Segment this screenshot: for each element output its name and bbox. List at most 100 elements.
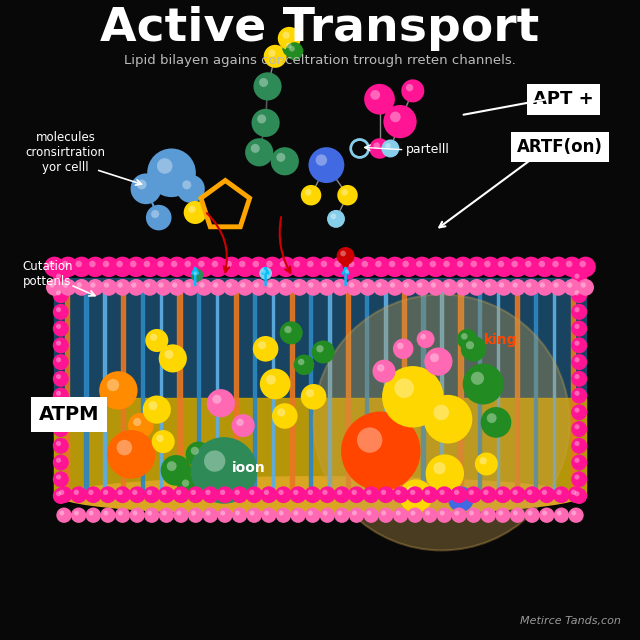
Circle shape	[205, 490, 211, 495]
Circle shape	[279, 511, 284, 515]
Circle shape	[53, 471, 68, 487]
Circle shape	[53, 321, 68, 337]
Circle shape	[335, 282, 340, 288]
Circle shape	[396, 511, 401, 515]
Circle shape	[298, 358, 305, 365]
Circle shape	[378, 508, 394, 523]
Circle shape	[171, 260, 177, 268]
Circle shape	[357, 257, 378, 277]
Circle shape	[417, 330, 435, 348]
Circle shape	[357, 428, 382, 452]
Circle shape	[53, 304, 68, 320]
Circle shape	[575, 307, 579, 312]
Circle shape	[48, 260, 55, 268]
Circle shape	[107, 430, 156, 479]
Circle shape	[425, 490, 430, 495]
Circle shape	[406, 486, 417, 497]
Circle shape	[56, 458, 61, 463]
Circle shape	[410, 490, 415, 495]
Circle shape	[107, 379, 119, 391]
Text: partelll: partelll	[406, 143, 450, 156]
Circle shape	[148, 401, 157, 410]
Circle shape	[114, 486, 131, 503]
Circle shape	[334, 260, 341, 268]
Circle shape	[264, 45, 287, 68]
Circle shape	[251, 144, 260, 153]
Circle shape	[49, 282, 55, 288]
Circle shape	[481, 407, 511, 438]
Circle shape	[572, 438, 587, 454]
Circle shape	[259, 78, 268, 87]
Circle shape	[575, 324, 579, 329]
Circle shape	[572, 454, 587, 470]
Circle shape	[132, 511, 138, 515]
Circle shape	[436, 508, 452, 523]
Circle shape	[334, 508, 349, 523]
Circle shape	[258, 341, 266, 349]
Circle shape	[536, 279, 553, 296]
Circle shape	[266, 375, 276, 385]
Circle shape	[262, 269, 266, 273]
Bar	[309, 285, 312, 496]
Circle shape	[393, 339, 413, 359]
Circle shape	[428, 279, 444, 296]
Circle shape	[53, 337, 68, 353]
Circle shape	[56, 324, 61, 329]
Circle shape	[90, 282, 95, 288]
Polygon shape	[340, 256, 351, 274]
Circle shape	[56, 474, 61, 479]
Circle shape	[184, 260, 191, 268]
Circle shape	[147, 511, 152, 515]
Circle shape	[271, 147, 299, 175]
Circle shape	[534, 257, 555, 277]
Circle shape	[85, 257, 106, 277]
Circle shape	[115, 508, 130, 523]
Circle shape	[572, 511, 576, 515]
Circle shape	[278, 279, 294, 296]
Circle shape	[172, 282, 177, 288]
Circle shape	[330, 257, 351, 277]
Circle shape	[74, 511, 79, 515]
Circle shape	[205, 511, 211, 515]
Circle shape	[420, 334, 426, 340]
Circle shape	[153, 257, 173, 277]
Bar	[65, 285, 69, 496]
Circle shape	[158, 486, 175, 503]
Circle shape	[173, 508, 189, 523]
Circle shape	[88, 490, 93, 495]
Circle shape	[572, 388, 587, 404]
Circle shape	[213, 282, 218, 288]
Circle shape	[369, 138, 390, 159]
Circle shape	[191, 437, 257, 504]
Circle shape	[89, 260, 95, 268]
Circle shape	[498, 490, 503, 495]
Bar	[384, 285, 387, 496]
Circle shape	[381, 140, 399, 157]
Circle shape	[46, 279, 63, 296]
Circle shape	[306, 389, 314, 397]
Circle shape	[146, 205, 172, 230]
Circle shape	[235, 511, 240, 515]
Circle shape	[182, 180, 191, 189]
Circle shape	[521, 257, 541, 277]
Circle shape	[237, 279, 253, 296]
Circle shape	[408, 508, 423, 523]
Circle shape	[220, 490, 225, 495]
Circle shape	[133, 418, 141, 426]
Circle shape	[390, 282, 396, 288]
Circle shape	[471, 372, 484, 385]
Circle shape	[131, 173, 161, 204]
Circle shape	[204, 451, 225, 472]
Circle shape	[308, 490, 313, 495]
Circle shape	[523, 279, 540, 296]
Circle shape	[554, 282, 559, 288]
Circle shape	[571, 490, 577, 495]
Circle shape	[572, 287, 587, 303]
Circle shape	[253, 282, 259, 288]
Circle shape	[312, 340, 335, 364]
Circle shape	[151, 210, 159, 218]
Circle shape	[364, 508, 379, 523]
Circle shape	[202, 486, 219, 503]
Circle shape	[128, 279, 145, 296]
Circle shape	[56, 307, 61, 312]
